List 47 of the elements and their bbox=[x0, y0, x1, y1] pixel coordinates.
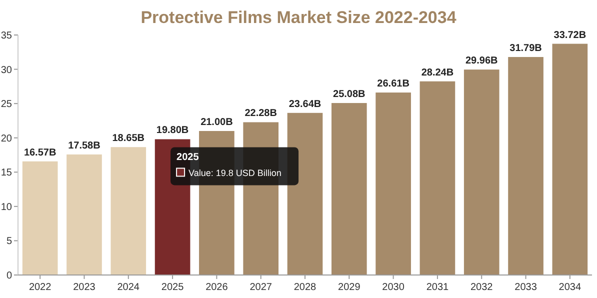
bar bbox=[66, 154, 102, 275]
chart-title: Protective Films Market Size 2022-2034 bbox=[140, 8, 457, 27]
bar bbox=[287, 112, 323, 275]
y-tick-label: 10 bbox=[0, 202, 12, 213]
data-label: 25.08B bbox=[333, 89, 366, 100]
data-label: 17.58B bbox=[68, 140, 100, 152]
x-tick-label: 2030 bbox=[382, 282, 405, 293]
bar bbox=[420, 81, 456, 275]
data-label: 19.80B bbox=[156, 125, 189, 136]
x-tick-label: 2027 bbox=[250, 282, 272, 293]
y-tick-label: 25 bbox=[0, 99, 12, 110]
bar bbox=[464, 70, 500, 275]
y-tick-label: 20 bbox=[0, 133, 12, 144]
bar bbox=[22, 161, 58, 275]
x-tick-label: 2025 bbox=[161, 282, 184, 293]
data-label: 23.64B bbox=[288, 98, 322, 110]
bar bbox=[110, 147, 146, 275]
data-label: 21.00B bbox=[200, 117, 233, 128]
y-tick-label: 0 bbox=[6, 270, 12, 282]
x-tick-label: 2022 bbox=[28, 282, 52, 293]
data-label: 26.61B bbox=[377, 78, 410, 90]
x-tick-label: 2024 bbox=[117, 282, 140, 293]
data-label: 31.79B bbox=[510, 43, 542, 54]
bar bbox=[552, 44, 588, 275]
y-tick-label: 30 bbox=[0, 64, 12, 76]
data-label: 29.96B bbox=[465, 56, 498, 67]
data-label: 18.65B bbox=[112, 133, 145, 144]
data-label: 22.28B bbox=[244, 108, 277, 120]
annotation: 2025 bbox=[176, 152, 200, 164]
y-tick-label: 5 bbox=[6, 236, 12, 248]
x-tick-label: 2026 bbox=[206, 282, 228, 293]
x-tick-label: 2032 bbox=[470, 282, 494, 293]
bar bbox=[376, 92, 411, 275]
x-tick-label: 2023 bbox=[73, 282, 96, 293]
y-tick-label: 15 bbox=[0, 168, 12, 179]
x-tick-label: 2031 bbox=[426, 282, 450, 293]
x-tick-label: 2028 bbox=[294, 282, 317, 293]
data-label: 16.57B bbox=[24, 147, 56, 158]
bar bbox=[331, 103, 367, 275]
x-tick-label: 2033 bbox=[514, 282, 538, 293]
data-label: 28.24B bbox=[421, 67, 454, 78]
x-tick-label: 2034 bbox=[558, 282, 582, 293]
x-tick-label: 2029 bbox=[338, 282, 361, 293]
data-label: 33.72B bbox=[554, 30, 586, 41]
bar bbox=[508, 57, 544, 275]
y-tick-label: 35 bbox=[0, 30, 12, 42]
annotation: Value: 19.8 USD Billion bbox=[188, 168, 282, 178]
